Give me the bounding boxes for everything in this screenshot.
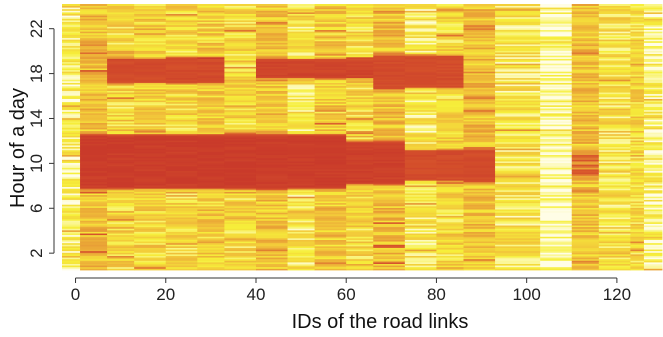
x-tick-label: 20 [156,285,175,304]
heatmap-cell [256,4,288,6]
heatmap-cell [599,4,631,6]
heatmap-cell [644,4,662,6]
y-tick-label: 10 [27,154,46,173]
x-tick-label: 0 [71,285,80,304]
x-tick-label: 40 [247,285,266,304]
x-tick-label: 100 [512,285,540,304]
heatmap-cell [373,4,405,6]
x-tick-label: 60 [337,285,356,304]
x-tick-label: 80 [427,285,446,304]
heatmap-cell [464,4,496,6]
heatmap-cell [572,4,599,6]
heatmap-cell [62,4,80,6]
heatmap-cell [288,4,315,6]
y-axis-label: Hour of a day [7,88,29,208]
heatmap-cell [134,4,166,6]
heatmap-cell [224,4,256,6]
y-tick-label: 2 [27,248,46,257]
heatmap-cell [80,4,107,6]
heatmap-cell [495,4,541,6]
y-tick-label: 22 [27,19,46,38]
heatmap-cell [166,4,198,6]
heatmap-cell [630,4,644,6]
x-tick-label: 120 [603,285,631,304]
y-tick-label: 18 [27,64,46,83]
y-tick-label: 6 [27,204,46,213]
heatmap-cell [436,4,463,6]
heatmap-cell [107,4,134,6]
y-tick-label: 14 [27,109,46,128]
heatmap-plot-area [62,4,662,270]
x-axis-label: IDs of the road links [292,311,469,333]
heatmap-cell [346,4,373,6]
heatmap-cell [540,4,572,6]
heatmap-cell [197,4,224,6]
heatmap-cell [315,4,347,6]
heatmap-cell [405,4,437,6]
